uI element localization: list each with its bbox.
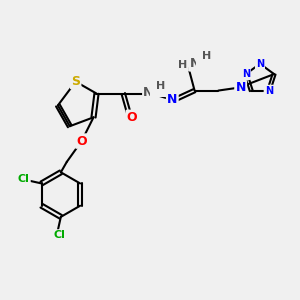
- Text: N: N: [242, 69, 250, 79]
- Text: Cl: Cl: [53, 230, 65, 240]
- Text: S: S: [71, 75, 80, 88]
- Text: N: N: [189, 57, 200, 70]
- Text: N: N: [256, 59, 264, 69]
- Text: N: N: [265, 86, 273, 96]
- Text: N: N: [143, 85, 154, 98]
- Text: Cl: Cl: [18, 174, 30, 184]
- Text: H: H: [202, 51, 211, 61]
- Text: H: H: [156, 81, 165, 91]
- Text: O: O: [76, 135, 87, 148]
- Text: N: N: [167, 93, 178, 106]
- Text: N: N: [236, 81, 246, 94]
- Text: H: H: [178, 60, 187, 70]
- Text: O: O: [127, 111, 137, 124]
